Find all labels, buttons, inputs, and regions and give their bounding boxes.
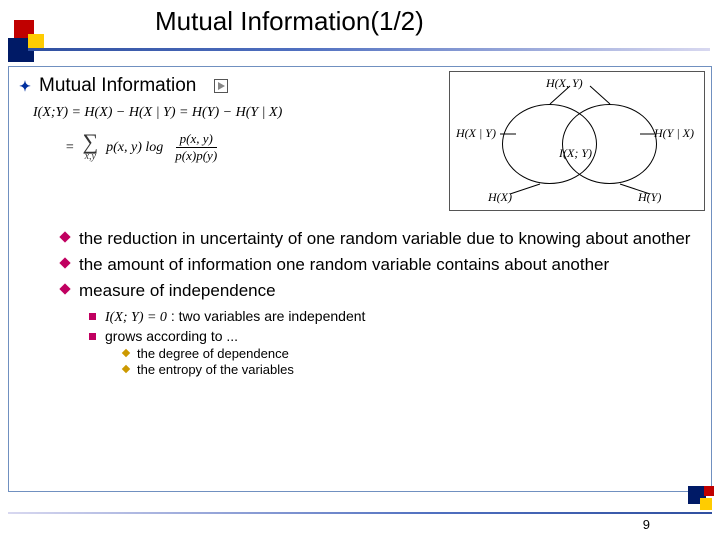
slide-header: Mutual Information(1/2) — [0, 0, 720, 62]
list-item: grows according to ... — [89, 328, 705, 344]
section-heading-row: ✦ Mutual Information — [19, 75, 441, 97]
list-item: the degree of dependence — [123, 346, 705, 361]
title-underline — [28, 48, 710, 51]
fraction-numerator: p(x, y) — [176, 131, 217, 148]
venn-diagram: H(X, Y) H(X | Y) I(X; Y) H(Y | X) H(X) H… — [449, 71, 705, 211]
venn-arrows-icon — [450, 72, 706, 212]
list-item: measure of independence — [61, 279, 705, 303]
formula-block: I(X;Y) = H(X) − H(X | Y) = H(Y) − H(Y | … — [33, 105, 441, 164]
eq-prefix: = — [65, 140, 74, 156]
top-row: ✦ Mutual Information I(X;Y) = H(X) − H(X… — [19, 71, 705, 211]
page-number: 9 — [643, 517, 650, 532]
list-item: the entropy of the variables — [123, 362, 705, 377]
play-icon — [214, 79, 228, 93]
content-frame: ✦ Mutual Information I(X;Y) = H(X) − H(X… — [8, 66, 712, 492]
bullet-list-level3: the degree of dependence the entropy of … — [123, 346, 705, 377]
sigma-icon: ∑ x,y — [82, 133, 98, 162]
bullet-list-level2: I(X; Y) = 0 : two variables are independ… — [89, 308, 705, 344]
inline-formula: I(X; Y) = 0 — [105, 310, 167, 325]
pxy-log: p(x, y) log — [106, 140, 163, 156]
list-item: I(X; Y) = 0 : two variables are independ… — [89, 308, 705, 326]
fraction: p(x, y) p(x)p(y) — [171, 131, 221, 164]
fraction-denominator: p(x)p(y) — [171, 148, 221, 164]
footer-line — [8, 512, 712, 514]
slide-title: Mutual Information(1/2) — [155, 6, 424, 37]
formula-line-1: I(X;Y) = H(X) − H(X | Y) = H(Y) − H(Y | … — [33, 105, 441, 121]
section-heading: Mutual Information — [39, 75, 196, 97]
list-item: the reduction in uncertainty of one rand… — [61, 227, 705, 251]
footer-decoration — [676, 476, 714, 514]
bullet-list-level1: the reduction in uncertainty of one rand… — [61, 227, 705, 302]
list-item: the amount of information one random var… — [61, 253, 705, 277]
formula-line-2: = ∑ x,y p(x, y) log p(x, y) p(x)p(y) — [65, 131, 441, 164]
inline-text: : two variables are independent — [171, 308, 366, 324]
logo-decoration — [8, 20, 58, 70]
plus-bullet-icon: ✦ — [19, 80, 31, 92]
left-column: ✦ Mutual Information I(X;Y) = H(X) − H(X… — [19, 71, 441, 164]
